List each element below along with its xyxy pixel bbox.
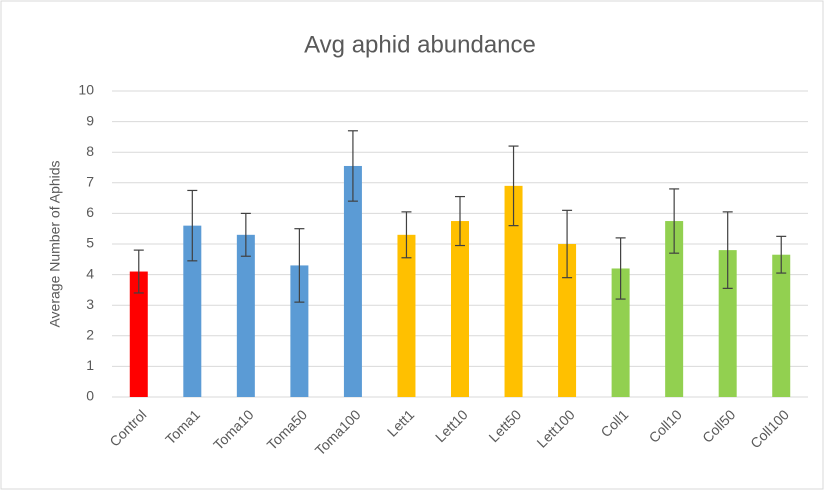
error-bar bbox=[562, 209, 573, 279]
y-tick-label: 4 bbox=[86, 265, 94, 281]
bar bbox=[183, 225, 202, 397]
y-tick-label: 5 bbox=[86, 235, 94, 251]
bar bbox=[718, 250, 737, 397]
bar bbox=[504, 185, 523, 397]
y-tick-label: 8 bbox=[86, 143, 94, 159]
bar bbox=[558, 244, 577, 397]
y-tick-label: 0 bbox=[86, 388, 94, 404]
bar bbox=[343, 165, 362, 397]
y-tick-label: 2 bbox=[86, 327, 94, 343]
bar bbox=[772, 254, 791, 397]
error-bar bbox=[240, 212, 251, 257]
error-bar bbox=[669, 188, 680, 254]
y-tick-label: 9 bbox=[86, 112, 94, 128]
bar bbox=[451, 221, 469, 397]
error-bar bbox=[133, 249, 144, 294]
error-bar bbox=[347, 130, 358, 202]
chart-title: Avg aphid abundance bbox=[304, 31, 536, 58]
y-tick-label: 7 bbox=[86, 174, 94, 190]
error-bar bbox=[776, 235, 787, 274]
y-axis-title: Average Number of Aphids bbox=[47, 160, 63, 327]
y-tick-label: 10 bbox=[78, 82, 94, 98]
error-bar bbox=[401, 211, 412, 259]
y-tick-label: 3 bbox=[86, 296, 94, 312]
bar bbox=[397, 234, 416, 397]
bar bbox=[611, 268, 630, 397]
bar bbox=[236, 234, 255, 397]
error-bar bbox=[615, 237, 626, 300]
error-bar bbox=[294, 228, 305, 303]
y-tick-label: 1 bbox=[86, 357, 94, 373]
error-bar bbox=[722, 211, 733, 289]
y-tick-label: 6 bbox=[86, 204, 94, 220]
error-bar bbox=[455, 195, 465, 247]
error-bar bbox=[508, 145, 519, 227]
bar bbox=[129, 271, 148, 397]
bar bbox=[665, 221, 684, 397]
bar bbox=[290, 265, 309, 397]
error-bar bbox=[187, 189, 198, 262]
